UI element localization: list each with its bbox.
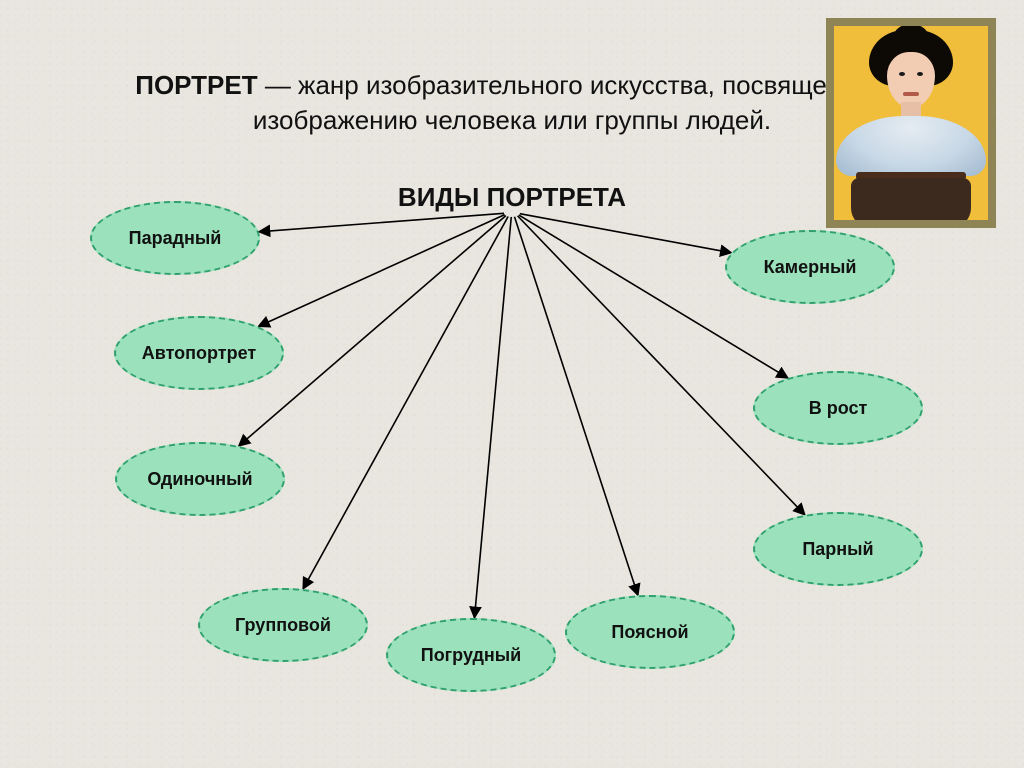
definition-rest: — жанр изобразительного искусства, посвя… — [253, 70, 889, 135]
node-pogrudnyy: Погрудный — [386, 618, 556, 692]
node-label: Парный — [802, 539, 873, 560]
node-odinochnyy: Одиночный — [115, 442, 285, 516]
node-vrost: В рост — [753, 371, 923, 445]
node-label: Автопортрет — [142, 343, 256, 364]
node-label: Поясной — [611, 622, 688, 643]
node-gruppovoy: Групповой — [198, 588, 368, 662]
node-poyasnoy: Поясной — [565, 595, 735, 669]
node-paradnyy: Парадный — [90, 201, 260, 275]
portrait-image — [826, 18, 996, 228]
subtitle: ВИДЫ ПОРТРЕТА — [398, 182, 626, 213]
node-parnyy: Парный — [753, 512, 923, 586]
node-label: В рост — [809, 398, 868, 419]
node-label: Камерный — [764, 257, 857, 278]
node-kamernyy: Камерный — [725, 230, 895, 304]
node-label: Одиночный — [147, 469, 252, 490]
node-label: Групповой — [235, 615, 331, 636]
node-label: Парадный — [129, 228, 222, 249]
node-label: Погрудный — [421, 645, 522, 666]
definition-term: ПОРТРЕТ — [135, 70, 257, 100]
node-avtoportret: Автопортрет — [114, 316, 284, 390]
